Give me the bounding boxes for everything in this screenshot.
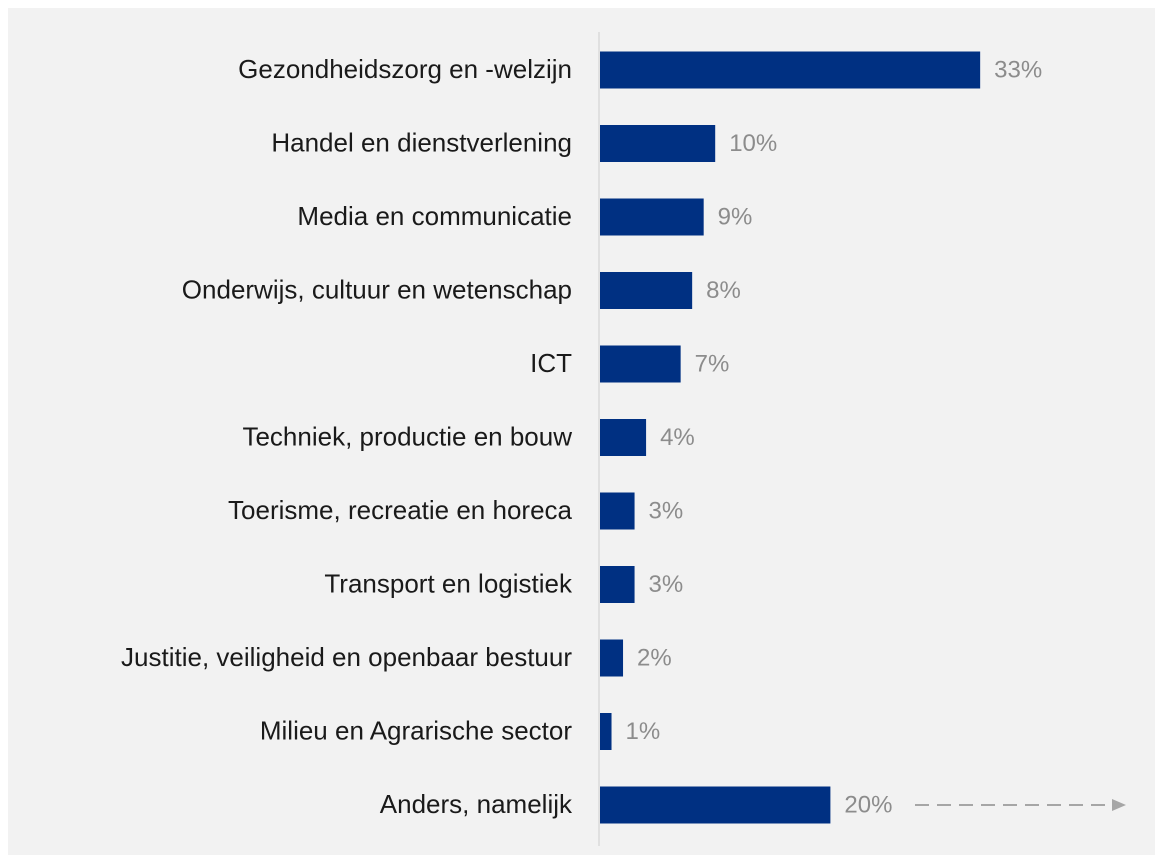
- bar: [600, 566, 635, 603]
- value-label: 10%: [729, 130, 777, 157]
- value-label: 33%: [994, 56, 1042, 83]
- plot-background: [8, 8, 1155, 855]
- value-label: 1%: [626, 718, 661, 745]
- category-label: Techniek, productie en bouw: [242, 421, 572, 451]
- bar: [600, 125, 716, 162]
- bar: [600, 345, 681, 383]
- more-arrow: [915, 799, 1126, 811]
- category-label: Anders, namelijk: [380, 789, 573, 819]
- bar: [600, 786, 831, 824]
- value-label: 3%: [649, 571, 684, 598]
- arrow-head: [1112, 799, 1126, 811]
- category-label: Milieu en Agrarische sector: [260, 715, 572, 745]
- value-label: 2%: [637, 644, 672, 671]
- category-label: ICT: [530, 348, 572, 378]
- bar: [600, 419, 647, 456]
- category-label: Media en communicatie: [297, 201, 572, 231]
- bar: [600, 639, 624, 677]
- bar: [600, 51, 981, 89]
- category-label: Justitie, veiligheid en openbaar bestuur: [121, 642, 572, 672]
- category-label: Toerisme, recreatie en horeca: [228, 495, 572, 525]
- bar: [600, 198, 704, 236]
- value-label: 8%: [706, 277, 741, 304]
- value-label: 20%: [844, 791, 892, 818]
- value-label: 9%: [718, 203, 753, 230]
- bar: [600, 272, 693, 309]
- value-label: 7%: [695, 350, 730, 377]
- category-label: Handel en dienstverlening: [271, 127, 572, 157]
- bar: [600, 492, 635, 530]
- value-label: 4%: [660, 424, 695, 451]
- category-label: Gezondheidszorg en -welzijn: [238, 54, 572, 84]
- value-label: 3%: [649, 497, 684, 524]
- category-label: Onderwijs, cultuur en wetenschap: [182, 274, 572, 304]
- bar: [600, 713, 612, 750]
- category-label: Transport en logistiek: [324, 568, 573, 598]
